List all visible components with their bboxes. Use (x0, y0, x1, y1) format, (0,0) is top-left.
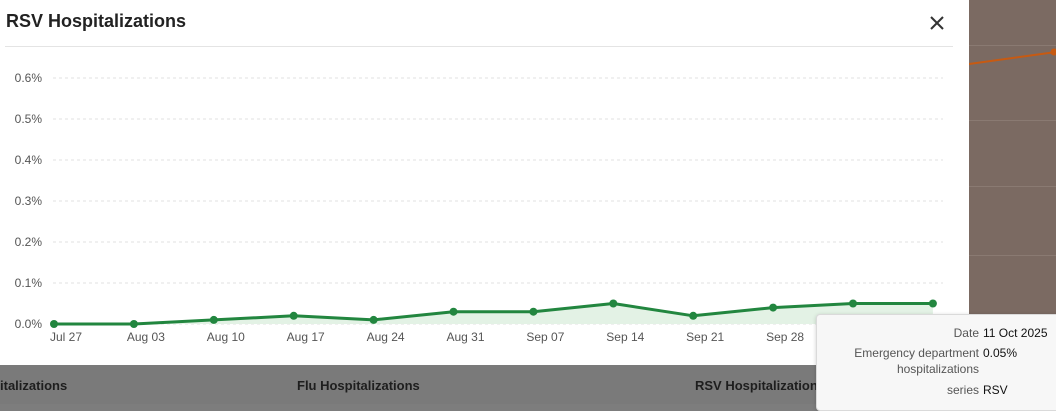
x-tick-label: Sep 14 (606, 330, 644, 344)
tooltip-metric-value: 0.05% (983, 345, 1017, 361)
y-tick-label: 0.5% (15, 112, 43, 126)
tooltip-metric-label-cont: hospitalizations (897, 361, 979, 377)
x-tick-label: Sep 21 (686, 330, 724, 344)
data-point (849, 300, 857, 308)
tooltip-date-label: Date (954, 325, 979, 341)
x-tick-label: Aug 31 (446, 330, 484, 344)
data-point (50, 320, 58, 328)
background-label: RSV Hospitalization (695, 378, 818, 393)
chart-tooltip: Date 11 Oct 2025 Emergency department 0.… (816, 314, 1056, 411)
y-tick-label: 0.6% (15, 71, 43, 85)
data-point (450, 308, 458, 316)
y-tick-label: 0.2% (15, 235, 43, 249)
background-label: italizations (0, 378, 67, 393)
x-tick-label: Aug 03 (127, 330, 165, 344)
x-tick-label: Aug 24 (367, 330, 405, 344)
tooltip-series-label: series (947, 382, 979, 398)
y-tick-label: 0.4% (15, 153, 43, 167)
background-label: Flu Hospitalizations (297, 378, 420, 393)
data-point (609, 300, 617, 308)
line-chart: 0.0% 0.1% 0.2% 0.3% 0.4% 0.5% 0.6% Jul 27 Aug 03… (0, 0, 969, 365)
y-tick-label: 0.3% (15, 194, 43, 208)
data-point (529, 308, 537, 316)
x-tick-label: Sep 28 (766, 330, 804, 344)
x-tick-label: Aug 17 (287, 330, 325, 344)
data-point (769, 304, 777, 312)
y-tick-label: 0.0% (15, 317, 43, 331)
x-tick-label: Jul 27 (50, 330, 82, 344)
chart-modal: RSV Hospitalizations 0.0%0.1%0.2%0.3%0.4… (0, 0, 969, 365)
data-point (210, 316, 218, 324)
x-tick-label: Aug 10 (207, 330, 245, 344)
data-point (130, 320, 138, 328)
tooltip-date-value: 11 Oct 2025 (983, 325, 1048, 341)
x-tick-label: Sep 07 (526, 330, 564, 344)
tooltip-metric-label: Emergency department (854, 345, 979, 361)
data-point (290, 312, 298, 320)
y-tick-label: 0.1% (15, 276, 43, 290)
data-point (370, 316, 378, 324)
data-point (689, 312, 697, 320)
data-point (929, 300, 937, 308)
tooltip-series-value: RSV (983, 382, 1008, 398)
background-trend-line (969, 0, 1056, 120)
